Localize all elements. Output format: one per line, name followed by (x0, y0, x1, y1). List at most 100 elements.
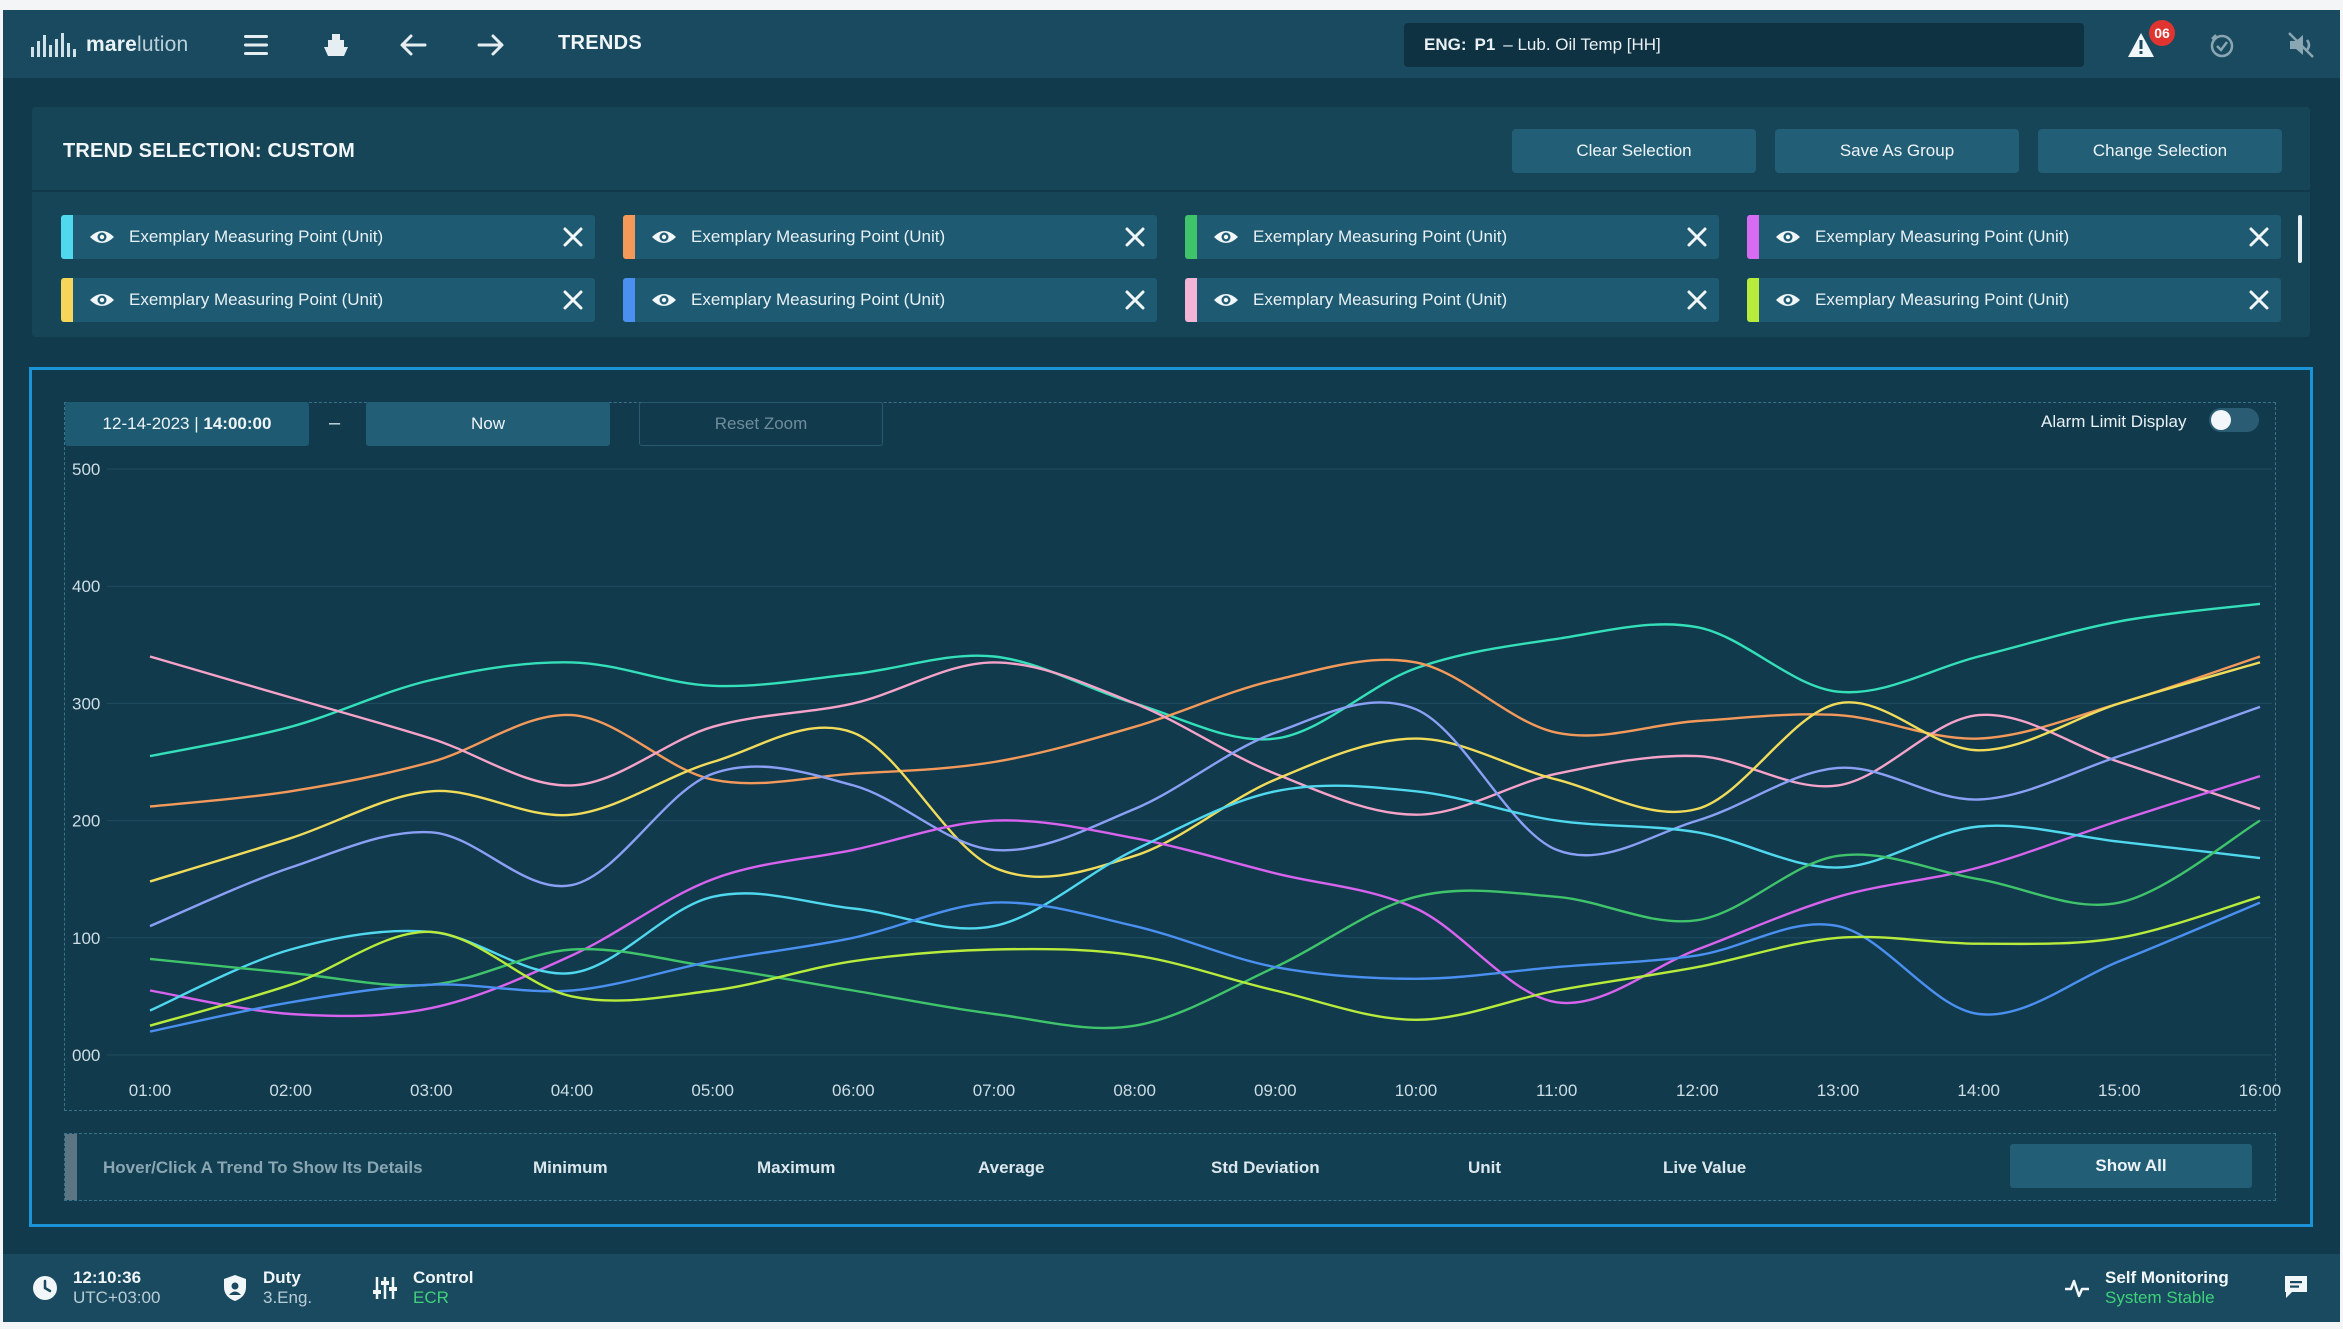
eye-icon[interactable] (1213, 228, 1239, 246)
trend-selection-panel: TREND SELECTION: CUSTOM Clear Selection … (32, 107, 2310, 337)
panel-divider (32, 190, 2310, 192)
trend-line[interactable] (149, 701, 2261, 928)
trend-chip[interactable]: Exemplary Measuring Point (Unit) (61, 278, 595, 322)
eye-icon[interactable] (651, 291, 677, 309)
trend-chip-label: Exemplary Measuring Point (Unit) (129, 290, 384, 309)
close-icon[interactable] (2237, 215, 2281, 259)
save-as-group-button[interactable]: Save As Group (1775, 129, 2019, 173)
trend-line[interactable] (149, 661, 2261, 883)
clock-timezone: UTC+03:00 (73, 1288, 161, 1307)
trend-chip[interactable]: Exemplary Measuring Point (Unit) (1185, 215, 1719, 259)
y-tick-label: 500 (72, 460, 100, 479)
alarm-count-badge: 06 (2149, 20, 2175, 46)
trend-chip[interactable]: Exemplary Measuring Point (Unit) (1747, 215, 2281, 259)
x-tick-label: 01:00 (129, 1081, 172, 1100)
eye-icon[interactable] (1775, 291, 1801, 309)
x-tick-label: 10:00 (1395, 1081, 1438, 1100)
eye-icon[interactable] (1213, 291, 1239, 309)
arrow-left-icon[interactable] (398, 30, 428, 60)
y-tick-label: 400 (72, 577, 100, 596)
toggle-knob (2211, 410, 2231, 430)
trend-chip-label: Exemplary Measuring Point (Unit) (129, 227, 384, 246)
trend-chip[interactable]: Exemplary Measuring Point (Unit) (61, 215, 595, 259)
trend-line[interactable] (149, 819, 2261, 1030)
trend-chip[interactable]: Exemplary Measuring Point (Unit) (623, 215, 1157, 259)
trends-app: marelution TRENDS ENG: P1 – Lub. Oil Tem… (3, 10, 2340, 1322)
close-icon[interactable] (551, 278, 595, 322)
x-tick-label: 03:00 (410, 1081, 453, 1100)
change-selection-button[interactable]: Change Selection (2038, 129, 2282, 173)
show-all-button[interactable]: Show All (2010, 1144, 2252, 1188)
y-tick-label: 000 (72, 1046, 100, 1065)
control-status[interactable]: Control ECR (371, 1268, 473, 1308)
trend-line[interactable] (149, 774, 2261, 1018)
y-tick-label: 300 (72, 694, 100, 713)
trend-color-swatch (623, 278, 635, 322)
close-icon[interactable] (1113, 278, 1157, 322)
menu-icon[interactable] (241, 30, 271, 60)
eye-icon[interactable] (89, 228, 115, 246)
x-tick-label: 14:00 (1957, 1081, 2000, 1100)
trend-chip-label: Exemplary Measuring Point (Unit) (691, 290, 946, 309)
end-now-button[interactable]: Now (366, 402, 610, 446)
sliders-icon (373, 1277, 397, 1299)
self-monitoring-label: Self Monitoring (2105, 1268, 2229, 1287)
arrow-right-icon[interactable] (476, 30, 506, 60)
chat-icon[interactable] (2281, 1272, 2311, 1302)
chip-list-scrollbar[interactable] (2298, 215, 2302, 263)
trend-color-swatch (1747, 215, 1759, 259)
trend-line[interactable] (149, 655, 2261, 816)
active-alarm-field[interactable]: ENG: P1 – Lub. Oil Temp [HH] (1404, 23, 2084, 67)
ship-icon[interactable] (321, 30, 351, 60)
trend-chip[interactable]: Exemplary Measuring Point (Unit) (1185, 278, 1719, 322)
duty-status[interactable]: Duty 3.Eng. (221, 1268, 312, 1308)
trend-chip-label: Exemplary Measuring Point (Unit) (1253, 227, 1508, 246)
eye-icon[interactable] (651, 228, 677, 246)
clock-status: 12:10:36 UTC+03:00 (31, 1268, 160, 1308)
self-monitoring-status[interactable]: Self Monitoring System Stable (2063, 1268, 2229, 1308)
trend-line[interactable] (149, 895, 2261, 1027)
mute-icon[interactable] (2286, 30, 2316, 60)
eye-icon[interactable] (1775, 228, 1801, 246)
control-value: ECR (413, 1288, 449, 1307)
x-tick-label: 15:00 (2098, 1081, 2141, 1100)
acknowledge-icon[interactable] (2206, 30, 2236, 60)
trend-color-swatch (623, 215, 635, 259)
trend-chip-label: Exemplary Measuring Point (Unit) (1815, 290, 2070, 309)
trend-chart[interactable]: 000 100 200 300 400 500 01:00 02:00 03:00 04:00 05… (32, 370, 2310, 1130)
close-icon[interactable] (1675, 278, 1719, 322)
close-icon[interactable] (2237, 278, 2281, 322)
stat-maximum: Maximum (757, 1158, 836, 1177)
warning-icon[interactable] (2126, 30, 2156, 60)
trend-line[interactable] (149, 602, 2261, 758)
start-time: 14:00:00 (203, 414, 272, 433)
stat-unit: Unit (1468, 1158, 1502, 1177)
eye-icon[interactable] (89, 291, 115, 309)
close-icon[interactable] (1675, 215, 1719, 259)
clear-selection-button[interactable]: Clear Selection (1512, 129, 1756, 173)
trend-line[interactable] (149, 901, 2261, 1033)
alarm-limit-toggle[interactable] (2209, 408, 2259, 432)
pulse-icon (2065, 1279, 2089, 1298)
control-label: Control (413, 1268, 474, 1287)
x-tick-label: 12:00 (1676, 1081, 1719, 1100)
logo: marelution (31, 31, 188, 59)
close-icon[interactable] (1113, 215, 1157, 259)
trend-chip[interactable]: Exemplary Measuring Point (Unit) (1747, 278, 2281, 322)
start-date-field[interactable]: 12-14-2023 | 14:00:00 (65, 402, 309, 446)
stat-std-deviation: Std Deviation (1211, 1158, 1320, 1177)
trend-line[interactable] (149, 655, 2261, 808)
shield-icon (224, 1275, 246, 1301)
duty-value: 3.Eng. (263, 1288, 313, 1307)
stats-hint: Hover/Click A Trend To Show Its Details (103, 1158, 423, 1177)
trend-chip-label: Exemplary Measuring Point (Unit) (1253, 290, 1508, 309)
trend-line[interactable] (149, 784, 2261, 1012)
trend-chip[interactable]: Exemplary Measuring Point (Unit) (623, 278, 1157, 322)
alarm-limit-label: Alarm Limit Display (2041, 412, 2187, 431)
y-tick-label: 200 (72, 812, 100, 831)
alarm-text: – Lub. Oil Temp [HH] (1503, 35, 1661, 54)
reset-zoom-button[interactable]: Reset Zoom (639, 402, 883, 446)
close-icon[interactable] (551, 215, 595, 259)
x-tick-label: 06:00 (832, 1081, 875, 1100)
range-separator: – (329, 412, 341, 434)
